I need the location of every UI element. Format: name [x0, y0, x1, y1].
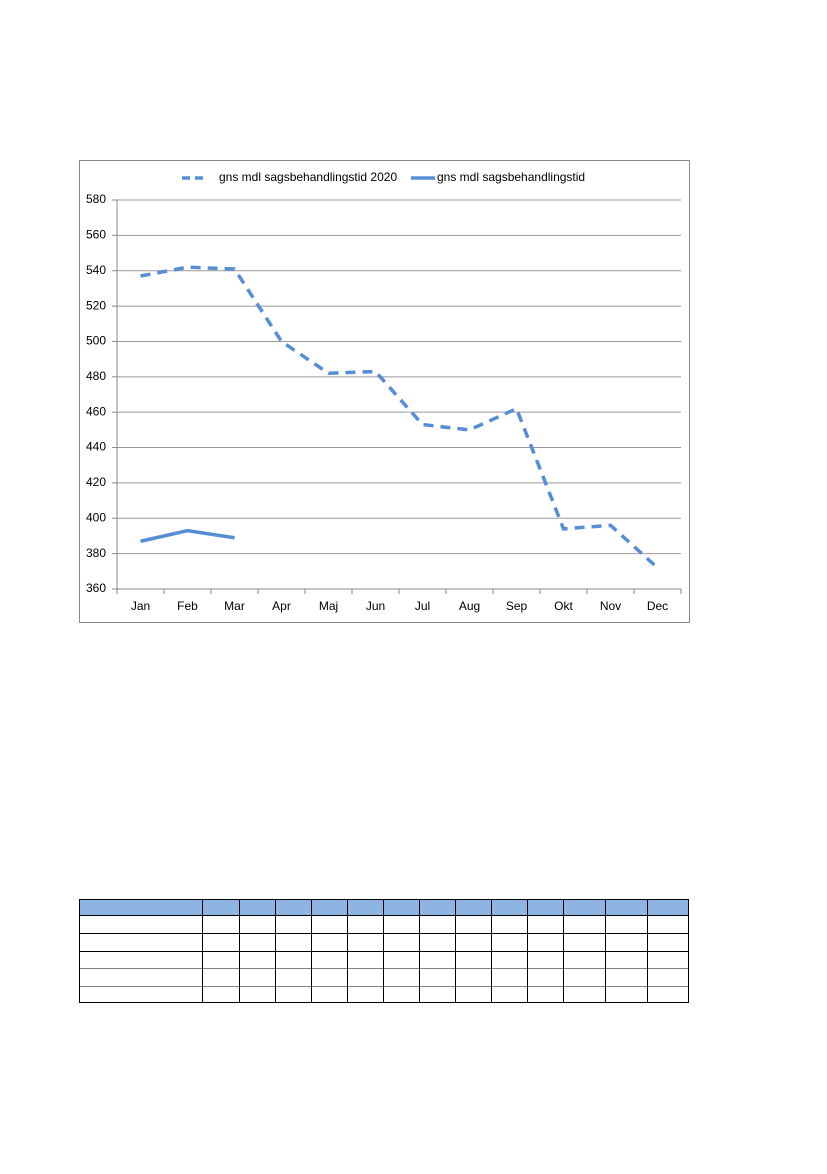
- y-tick-label: 380: [86, 546, 106, 560]
- x-tick-label: Mar: [224, 599, 245, 613]
- y-tick-label: 560: [86, 228, 106, 242]
- legend-label: gns mdl sagsbehandlingstid: [437, 170, 585, 184]
- x-tick-label: Jul: [415, 599, 430, 613]
- legend-label: gns mdl sagsbehandlingstid 2020: [219, 170, 397, 184]
- table: [79, 899, 689, 1003]
- y-tick-label: 480: [86, 369, 106, 383]
- series-line: [140, 528, 235, 543]
- x-tick-label: Sep: [506, 599, 528, 613]
- y-tick-label: 460: [86, 404, 106, 418]
- y-tick-label: 580: [86, 192, 106, 206]
- x-tick-label: Nov: [600, 599, 621, 613]
- y-tick-label: 420: [86, 475, 106, 489]
- x-tick-label: Dec: [647, 599, 668, 613]
- x-tick-label: Jan: [131, 599, 150, 613]
- y-tick-label: 360: [86, 581, 106, 595]
- series-line: [140, 265, 659, 570]
- x-tick-label: Feb: [177, 599, 198, 613]
- x-tick-label: Okt: [554, 599, 573, 613]
- y-tick-label: 540: [86, 263, 106, 277]
- x-tick-label: Maj: [319, 599, 338, 613]
- y-tick-label: 400: [86, 510, 106, 524]
- x-tick-label: Aug: [459, 599, 480, 613]
- chart-frame: [79, 160, 690, 623]
- y-tick-label: 500: [86, 334, 106, 348]
- y-tick-label: 520: [86, 298, 106, 312]
- y-tick-label: 440: [86, 440, 106, 454]
- x-tick-label: Apr: [272, 599, 291, 613]
- x-tick-label: Jun: [366, 599, 385, 613]
- table-col-lines: [202, 899, 648, 1003]
